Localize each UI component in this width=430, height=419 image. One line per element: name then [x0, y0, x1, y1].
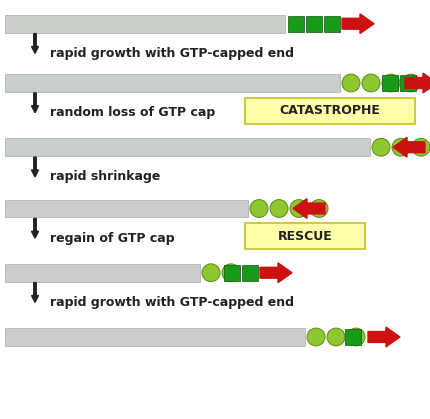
FancyArrow shape — [260, 263, 292, 283]
Text: RESCUE: RESCUE — [278, 230, 332, 243]
Circle shape — [290, 199, 308, 217]
Circle shape — [307, 328, 325, 346]
Bar — [324, 16, 340, 31]
Bar — [5, 15, 285, 33]
Circle shape — [412, 138, 430, 156]
FancyArrow shape — [31, 283, 39, 303]
Circle shape — [402, 74, 420, 92]
FancyArrow shape — [31, 34, 39, 53]
FancyArrow shape — [31, 93, 39, 113]
Text: rapid growth with GTP-capped end: rapid growth with GTP-capped end — [50, 296, 294, 309]
Bar — [245, 223, 365, 249]
Circle shape — [347, 328, 365, 346]
Bar — [245, 98, 415, 124]
FancyArrow shape — [405, 73, 430, 93]
Bar — [5, 138, 370, 156]
Text: random loss of GTP cap: random loss of GTP cap — [50, 106, 215, 119]
Bar — [5, 199, 248, 217]
Bar — [400, 75, 416, 91]
Bar — [224, 265, 240, 281]
Circle shape — [372, 138, 390, 156]
Bar — [5, 264, 200, 282]
FancyArrow shape — [293, 199, 325, 218]
Bar — [288, 16, 304, 31]
Circle shape — [250, 199, 268, 217]
FancyArrow shape — [31, 157, 39, 177]
Bar — [5, 328, 305, 346]
Bar — [306, 16, 322, 31]
Circle shape — [342, 74, 360, 92]
FancyArrow shape — [31, 218, 39, 238]
Text: CATASTROPHE: CATASTROPHE — [280, 104, 381, 117]
Circle shape — [392, 138, 410, 156]
Bar — [5, 74, 340, 92]
FancyArrow shape — [342, 14, 374, 34]
Circle shape — [327, 328, 345, 346]
Circle shape — [222, 264, 240, 282]
Text: rapid growth with GTP-capped end: rapid growth with GTP-capped end — [50, 47, 294, 60]
Bar — [345, 329, 361, 345]
FancyArrow shape — [393, 137, 425, 157]
Circle shape — [202, 264, 220, 282]
Text: rapid shrinkage: rapid shrinkage — [50, 171, 160, 184]
Bar — [242, 265, 258, 281]
Circle shape — [362, 74, 380, 92]
Text: regain of GTP cap: regain of GTP cap — [50, 232, 175, 245]
Circle shape — [310, 199, 328, 217]
Bar — [382, 75, 398, 91]
Circle shape — [270, 199, 288, 217]
Circle shape — [382, 74, 400, 92]
FancyArrow shape — [368, 327, 400, 347]
